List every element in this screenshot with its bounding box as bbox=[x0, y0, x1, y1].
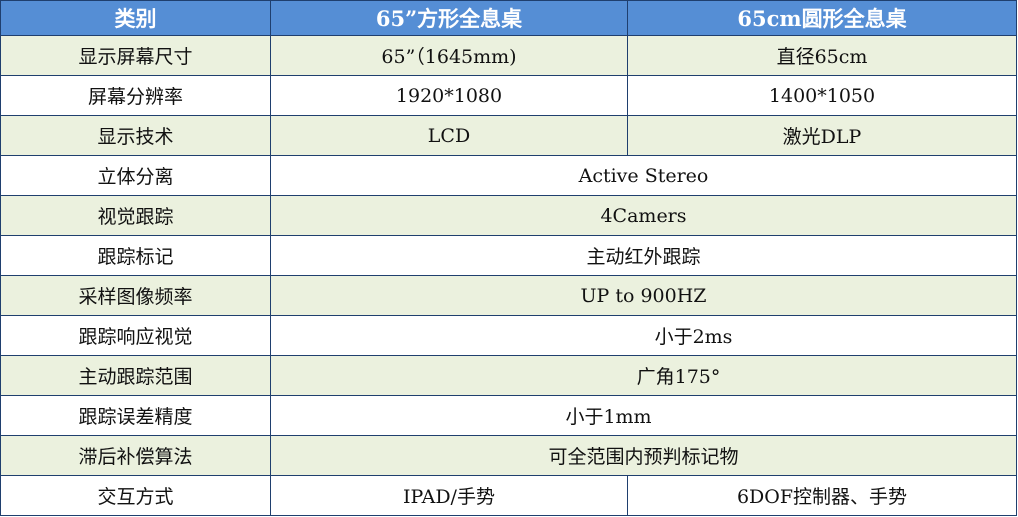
square-table-value: 1920*1080 bbox=[270, 75, 628, 116]
row-label: 跟踪标记 bbox=[0, 235, 271, 276]
header-category: 类别 bbox=[0, 0, 271, 36]
row-label: 跟踪响应视觉 bbox=[0, 315, 271, 356]
row-label: 显示屏幕尺寸 bbox=[0, 35, 271, 76]
merged-value-cell: 主动红外跟踪 bbox=[270, 235, 1017, 276]
round-table-value: 1400*1050 bbox=[627, 75, 1017, 116]
merged-value-cell: 小于2ms bbox=[270, 315, 1017, 356]
table-row: 显示技术 LCD 激光DLP bbox=[0, 115, 1017, 156]
row-label: 屏幕分辨率 bbox=[0, 75, 271, 116]
table-row: 交互方式 IPAD/手势 6DOF控制器、手势 bbox=[0, 475, 1017, 516]
table-row: 屏幕分辨率 1920*1080 1400*1050 bbox=[0, 75, 1017, 116]
table-row: 显示屏幕尺寸 65”（1645mm) 直径65cm bbox=[0, 35, 1017, 76]
row-label: 显示技术 bbox=[0, 115, 271, 156]
row-label: 滞后补偿算法 bbox=[0, 435, 271, 476]
merged-value-cell: UP to 900HZ bbox=[270, 275, 1017, 316]
merged-value-cell: 可全范围内预判标记物 bbox=[270, 435, 1017, 476]
row-label: 跟踪误差精度 bbox=[0, 395, 271, 436]
square-table-value: IPAD/手势 bbox=[270, 475, 628, 516]
table-row: 跟踪误差精度 小于1mm bbox=[0, 395, 1017, 436]
table-row: 立体分离 Active Stereo bbox=[0, 155, 1017, 196]
round-table-value: 直径65cm bbox=[627, 35, 1017, 76]
header-row: 类别 65”方形全息桌 65cm圆形全息桌 bbox=[0, 0, 1017, 36]
row-label: 主动跟踪范围 bbox=[0, 355, 271, 396]
square-table-value: 65”（1645mm) bbox=[270, 35, 628, 76]
round-table-value: 激光DLP bbox=[627, 115, 1017, 156]
table-row: 跟踪响应视觉 小于2ms bbox=[0, 315, 1017, 356]
row-label: 视觉跟踪 bbox=[0, 195, 271, 236]
row-label: 交互方式 bbox=[0, 475, 271, 516]
table-row: 视觉跟踪 4Camers bbox=[0, 195, 1017, 236]
table-row: 主动跟踪范围 广角175° bbox=[0, 355, 1017, 396]
merged-value-cell: Active Stereo bbox=[270, 155, 1017, 196]
table-row: 跟踪标记 主动红外跟踪 bbox=[0, 235, 1017, 276]
merged-value-cell: 小于1mm bbox=[270, 395, 1017, 436]
round-table-value: 6DOF控制器、手势 bbox=[627, 475, 1017, 516]
table-row: 滞后补偿算法 可全范围内预判标记物 bbox=[0, 435, 1017, 476]
merged-value-cell: 广角175° bbox=[270, 355, 1017, 396]
row-label: 采样图像频率 bbox=[0, 275, 271, 316]
merged-value-cell: 4Camers bbox=[270, 195, 1017, 236]
header-square-table: 65”方形全息桌 bbox=[270, 0, 628, 36]
row-label: 立体分离 bbox=[0, 155, 271, 196]
square-table-value: LCD bbox=[270, 115, 628, 156]
header-round-table: 65cm圆形全息桌 bbox=[627, 0, 1017, 36]
table-row: 采样图像频率 UP to 900HZ bbox=[0, 275, 1017, 316]
